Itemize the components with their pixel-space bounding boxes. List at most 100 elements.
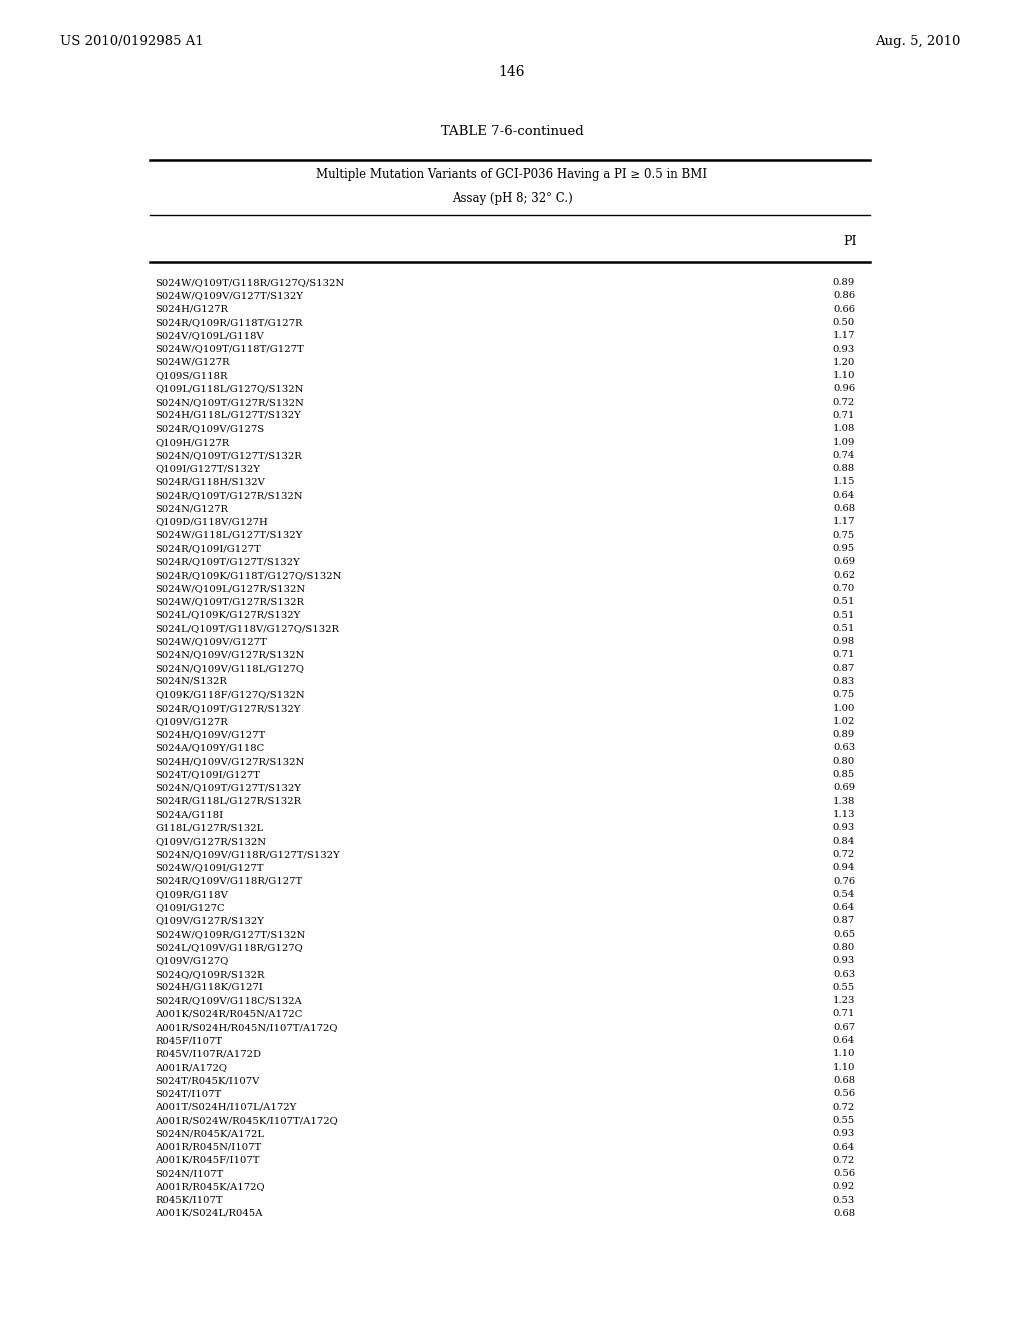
Text: Q109I/G127C: Q109I/G127C — [155, 903, 224, 912]
Text: 0.71: 0.71 — [833, 651, 855, 660]
Text: Q109R/G118V: Q109R/G118V — [155, 890, 228, 899]
Text: 0.76: 0.76 — [833, 876, 855, 886]
Text: S024H/G127R: S024H/G127R — [155, 305, 228, 314]
Text: A001K/R045F/I107T: A001K/R045F/I107T — [155, 1156, 259, 1164]
Text: 0.71: 0.71 — [833, 411, 855, 420]
Text: S024V/Q109L/G118V: S024V/Q109L/G118V — [155, 331, 264, 341]
Text: 1.17: 1.17 — [833, 517, 855, 527]
Text: 1.17: 1.17 — [833, 331, 855, 341]
Text: 0.68: 0.68 — [833, 504, 855, 513]
Text: 0.63: 0.63 — [833, 743, 855, 752]
Text: 0.69: 0.69 — [833, 783, 855, 792]
Text: Assay (pH 8; 32° C.): Assay (pH 8; 32° C.) — [452, 191, 572, 205]
Text: R045V/I107R/A172D: R045V/I107R/A172D — [155, 1049, 261, 1059]
Text: 0.56: 0.56 — [833, 1170, 855, 1179]
Text: S024N/Q109T/G127T/S132R: S024N/Q109T/G127T/S132R — [155, 451, 302, 459]
Text: 0.93: 0.93 — [833, 1129, 855, 1138]
Text: R045K/I107T: R045K/I107T — [155, 1196, 222, 1205]
Text: 0.86: 0.86 — [833, 292, 855, 301]
Text: S024N/Q109V/G118L/G127Q: S024N/Q109V/G118L/G127Q — [155, 664, 304, 673]
Text: Q109S/G118R: Q109S/G118R — [155, 371, 227, 380]
Text: A001R/R045K/A172Q: A001R/R045K/A172Q — [155, 1183, 264, 1192]
Text: A001R/S024H/R045N/I107T/A172Q: A001R/S024H/R045N/I107T/A172Q — [155, 1023, 338, 1032]
Text: 0.87: 0.87 — [833, 664, 855, 673]
Text: 0.93: 0.93 — [833, 345, 855, 354]
Text: S024T/Q109I/G127T: S024T/Q109I/G127T — [155, 770, 260, 779]
Text: 0.85: 0.85 — [833, 770, 855, 779]
Text: TABLE 7-6-continued: TABLE 7-6-continued — [440, 125, 584, 139]
Text: 0.88: 0.88 — [833, 465, 855, 473]
Text: 0.95: 0.95 — [833, 544, 855, 553]
Text: 0.62: 0.62 — [833, 570, 855, 579]
Text: 0.98: 0.98 — [833, 638, 855, 645]
Text: A001R/R045N/I107T: A001R/R045N/I107T — [155, 1143, 261, 1151]
Text: S024T/R045K/I107V: S024T/R045K/I107V — [155, 1076, 259, 1085]
Text: G118L/G127R/S132L: G118L/G127R/S132L — [155, 824, 263, 833]
Text: 0.56: 0.56 — [833, 1089, 855, 1098]
Text: Q109L/G118L/G127Q/S132N: Q109L/G118L/G127Q/S132N — [155, 384, 303, 393]
Text: 0.96: 0.96 — [833, 384, 855, 393]
Text: S024R/Q109V/G118R/G127T: S024R/Q109V/G118R/G127T — [155, 876, 302, 886]
Text: 0.89: 0.89 — [833, 730, 855, 739]
Text: Q109V/G127R/S132N: Q109V/G127R/S132N — [155, 837, 266, 846]
Text: 0.92: 0.92 — [833, 1183, 855, 1192]
Text: 0.70: 0.70 — [833, 583, 855, 593]
Text: A001T/S024H/I107L/A172Y: A001T/S024H/I107L/A172Y — [155, 1102, 296, 1111]
Text: S024N/Q109T/G127R/S132N: S024N/Q109T/G127R/S132N — [155, 397, 304, 407]
Text: S024T/I107T: S024T/I107T — [155, 1089, 221, 1098]
Text: S024W/G127R: S024W/G127R — [155, 358, 229, 367]
Text: 0.65: 0.65 — [833, 929, 855, 939]
Text: A001K/S024R/R045N/A172C: A001K/S024R/R045N/A172C — [155, 1010, 302, 1019]
Text: R045F/I107T: R045F/I107T — [155, 1036, 222, 1045]
Text: 0.50: 0.50 — [833, 318, 855, 327]
Text: Q109V/G127R/S132Y: Q109V/G127R/S132Y — [155, 916, 264, 925]
Text: S024R/Q109T/G127R/S132Y: S024R/Q109T/G127R/S132Y — [155, 704, 300, 713]
Text: 0.55: 0.55 — [833, 983, 855, 991]
Text: S024L/Q109V/G118R/G127Q: S024L/Q109V/G118R/G127Q — [155, 942, 303, 952]
Text: 0.75: 0.75 — [833, 531, 855, 540]
Text: PI: PI — [843, 235, 857, 248]
Text: S024H/Q109V/G127R/S132N: S024H/Q109V/G127R/S132N — [155, 756, 304, 766]
Text: 0.93: 0.93 — [833, 824, 855, 833]
Text: 0.64: 0.64 — [833, 1143, 855, 1151]
Text: 0.72: 0.72 — [833, 1102, 855, 1111]
Text: 0.51: 0.51 — [833, 624, 855, 632]
Text: S024A/G118I: S024A/G118I — [155, 810, 223, 818]
Text: 0.68: 0.68 — [833, 1209, 855, 1218]
Text: S024R/Q109I/G127T: S024R/Q109I/G127T — [155, 544, 261, 553]
Text: S024L/Q109T/G118V/G127Q/S132R: S024L/Q109T/G118V/G127Q/S132R — [155, 624, 339, 632]
Text: 0.64: 0.64 — [833, 491, 855, 500]
Text: Multiple Mutation Variants of GCI-P036 Having a PI ≥ 0.5 in BMI: Multiple Mutation Variants of GCI-P036 H… — [316, 168, 708, 181]
Text: Aug. 5, 2010: Aug. 5, 2010 — [874, 36, 961, 48]
Text: 1.23: 1.23 — [833, 997, 855, 1006]
Text: S024Q/Q109R/S132R: S024Q/Q109R/S132R — [155, 970, 264, 978]
Text: 0.72: 0.72 — [833, 850, 855, 859]
Text: S024W/Q109T/G127R/S132R: S024W/Q109T/G127R/S132R — [155, 597, 304, 606]
Text: S024N/S132R: S024N/S132R — [155, 677, 227, 686]
Text: 0.51: 0.51 — [833, 597, 855, 606]
Text: 1.00: 1.00 — [833, 704, 855, 713]
Text: S024R/Q109R/G118T/G127R: S024R/Q109R/G118T/G127R — [155, 318, 302, 327]
Text: A001K/S024L/R045A: A001K/S024L/R045A — [155, 1209, 262, 1218]
Text: S024W/Q109T/G118T/G127T: S024W/Q109T/G118T/G127T — [155, 345, 304, 354]
Text: S024W/Q109V/G127T/S132Y: S024W/Q109V/G127T/S132Y — [155, 292, 303, 301]
Text: 0.80: 0.80 — [833, 756, 855, 766]
Text: 1.10: 1.10 — [833, 1063, 855, 1072]
Text: Q109D/G118V/G127H: Q109D/G118V/G127H — [155, 517, 267, 527]
Text: S024N/R045K/A172L: S024N/R045K/A172L — [155, 1129, 264, 1138]
Text: 1.20: 1.20 — [833, 358, 855, 367]
Text: 0.89: 0.89 — [833, 279, 855, 286]
Text: S024W/Q109T/G118R/G127Q/S132N: S024W/Q109T/G118R/G127Q/S132N — [155, 279, 344, 286]
Text: 0.87: 0.87 — [833, 916, 855, 925]
Text: S024L/Q109K/G127R/S132Y: S024L/Q109K/G127R/S132Y — [155, 610, 300, 619]
Text: 0.63: 0.63 — [833, 970, 855, 978]
Text: 0.64: 0.64 — [833, 1036, 855, 1045]
Text: S024R/Q109V/G118C/S132A: S024R/Q109V/G118C/S132A — [155, 997, 302, 1006]
Text: 1.38: 1.38 — [833, 797, 855, 805]
Text: 1.08: 1.08 — [833, 424, 855, 433]
Text: S024N/Q109T/G127T/S132Y: S024N/Q109T/G127T/S132Y — [155, 783, 301, 792]
Text: 0.64: 0.64 — [833, 903, 855, 912]
Text: 0.93: 0.93 — [833, 956, 855, 965]
Text: S024W/Q109V/G127T: S024W/Q109V/G127T — [155, 638, 266, 645]
Text: S024H/G118K/G127I: S024H/G118K/G127I — [155, 983, 263, 991]
